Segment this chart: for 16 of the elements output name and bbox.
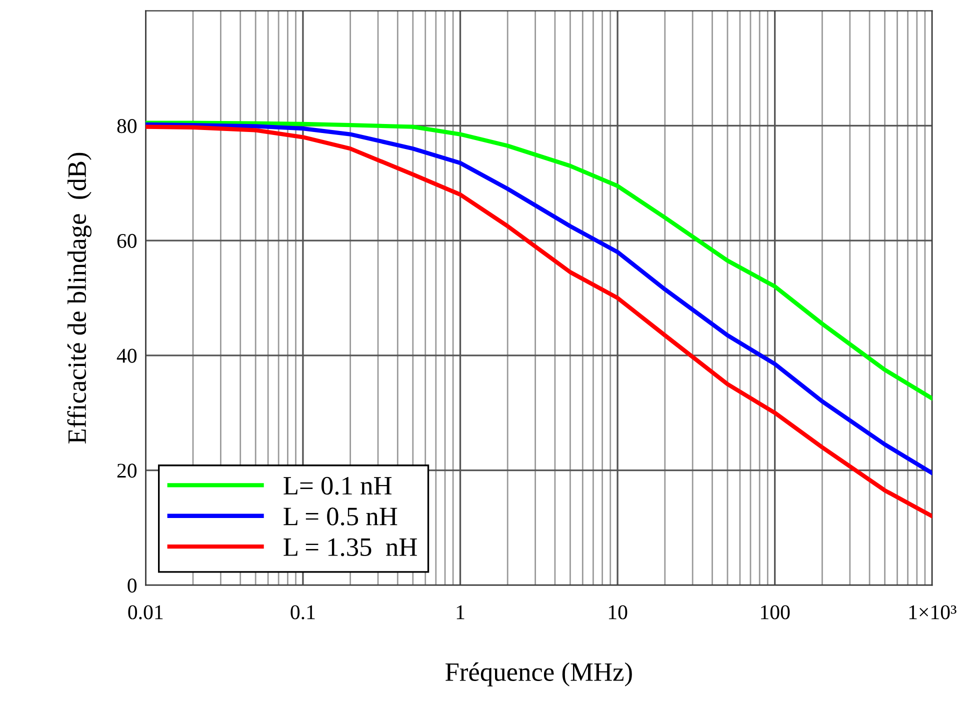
y-tick-label: 40 — [116, 348, 137, 363]
legend-label: L= 0.1 nH — [284, 476, 392, 495]
x-tick-label: 10 — [608, 605, 628, 620]
y-tick-label: 80 — [117, 119, 137, 134]
x-tick-label: 100 — [761, 605, 790, 620]
legend-label: L = 1.35 nH — [284, 538, 417, 556]
x-tick-label: 1×10³ — [909, 605, 956, 620]
y-axis-title: Efficacité de blindage (dB) — [67, 152, 92, 444]
y-tick-label: 60 — [117, 234, 137, 248]
legend-label: L = 0.5 nH — [284, 508, 398, 526]
y-tick-label: 0 — [128, 578, 137, 593]
x-tick-label: 0.01 — [128, 605, 163, 620]
x-tick-label: 1 — [456, 605, 464, 620]
x-axis-title: Fréquence (MHz) — [446, 662, 632, 686]
y-tick-label: 20 — [117, 464, 137, 478]
x-tick-label: 0.1 — [290, 605, 315, 620]
